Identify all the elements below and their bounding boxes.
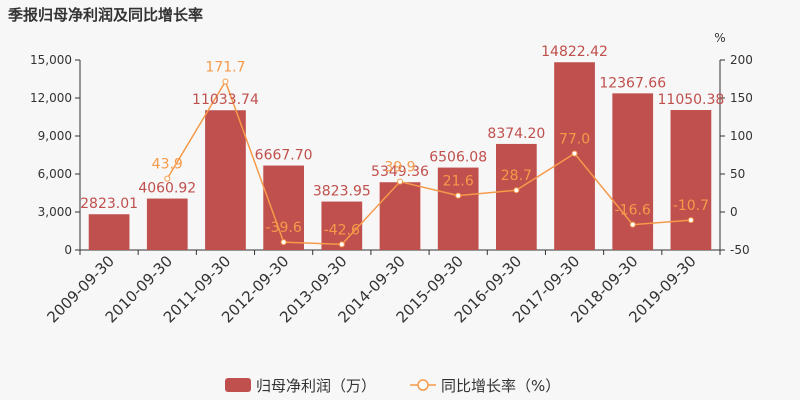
bar (379, 182, 421, 250)
growth-value-label: 21.6 (443, 174, 474, 190)
growth-value-label: -42.6 (324, 222, 360, 238)
growth-point (397, 178, 403, 185)
bar-value-label: 3823.95 (313, 184, 371, 200)
right-axis-tick-label: 0 (730, 205, 738, 219)
left-axis-tick-label: 3,000 (38, 205, 72, 219)
right-axis-tick-label: 50 (730, 167, 745, 181)
growth-point (455, 192, 462, 199)
bar (496, 143, 537, 250)
bar-value-label: 12367.66 (599, 75, 666, 91)
legend-bar-swatch (225, 378, 251, 392)
left-axis-tick-label: 15,000 (30, 53, 72, 67)
growth-line (166, 79, 691, 246)
bar-value-label: 6506.08 (429, 150, 487, 166)
growth-point (629, 221, 636, 228)
growth-point (164, 175, 171, 182)
growth-value-label: -16.6 (615, 203, 651, 219)
growth-value-label: -39.6 (266, 220, 302, 236)
bar-value-label: 11050.38 (658, 92, 725, 108)
bar-value-label: 11033.74 (192, 92, 259, 108)
bar (88, 214, 130, 250)
bar-value-label: 4060.92 (138, 181, 196, 197)
right-axis-tick-label: 150 (730, 91, 753, 105)
growth-point (280, 239, 287, 246)
growth-value-label: -10.7 (673, 198, 709, 214)
growth-point (687, 217, 694, 224)
growth-point (338, 241, 345, 248)
left-axis-tick-label: 0 (64, 243, 72, 257)
left-axis-tick-label: 6,000 (38, 167, 72, 181)
left-axis-tick-label: 12,000 (30, 91, 72, 105)
bar-value-label: 6667.70 (255, 148, 313, 164)
right-axis-tick-label: 200 (730, 53, 753, 67)
growth-value-label: 77.0 (559, 131, 590, 147)
growth-value-label: 171.7 (205, 60, 245, 76)
bar-value-label: 2823.01 (80, 196, 138, 212)
right-axis-unit: % (714, 31, 725, 45)
growth-value-label: 28.7 (501, 168, 532, 184)
right-axis-tick-label: 100 (730, 129, 753, 143)
growth-value-label: 39.9 (384, 160, 415, 176)
right-axis-tick-label: -50 (730, 243, 750, 257)
growth-point (513, 187, 520, 194)
bar-value-label: 14822.42 (541, 44, 608, 60)
growth-value-label: 43.9 (152, 157, 183, 173)
growth-point (222, 78, 229, 85)
bar-value-label: 5349.36 (371, 164, 429, 180)
bar (205, 110, 246, 251)
legend-line-label: 同比增长率（%） (441, 377, 560, 395)
bar (263, 165, 304, 250)
growth-point (571, 150, 578, 157)
left-axis-tick-label: 9,000 (38, 129, 72, 143)
chart-title: 季报归母净利润及同比增长率 (8, 6, 204, 24)
legend-line-marker (417, 379, 429, 391)
legend-bar-label: 归母净利润（万） (256, 377, 376, 395)
bar (146, 198, 188, 250)
bar-value-label: 8374.20 (487, 126, 545, 142)
bar (670, 110, 712, 250)
bar (437, 167, 479, 250)
